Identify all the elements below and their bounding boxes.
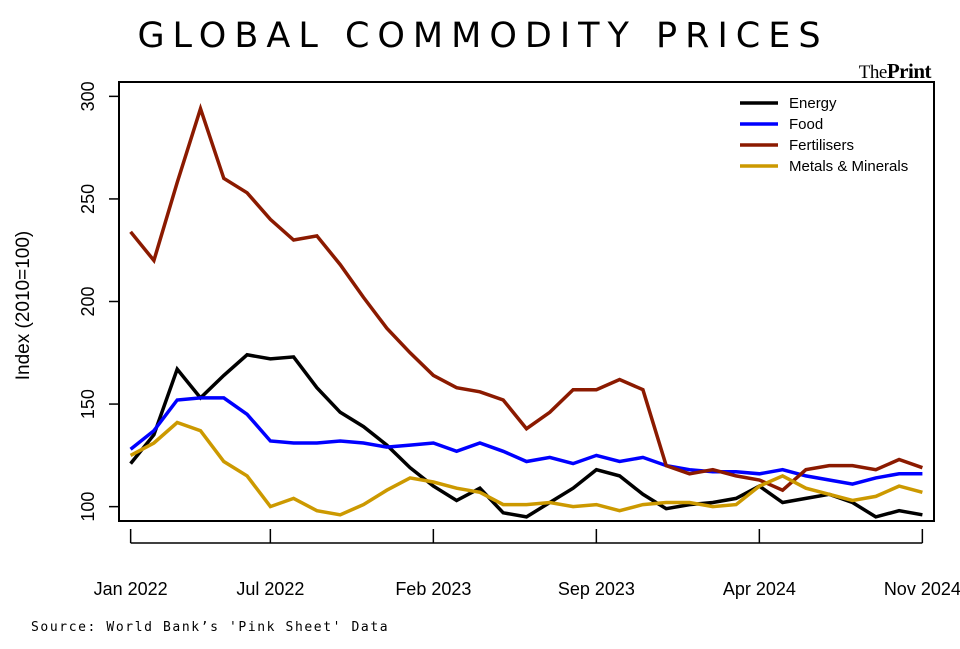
legend-label-fertilisers: Fertilisers xyxy=(789,137,854,154)
x-tick-label: Apr 2024 xyxy=(723,579,796,599)
x-tick-label: Sep 2023 xyxy=(558,579,635,599)
y-axis: 100 150 200 250 300 xyxy=(78,81,119,522)
y-axis-title: Index (2010=100) xyxy=(13,231,34,380)
series-line-food xyxy=(129,396,923,486)
legend: Energy Food Fertilisers Metals & Minerals xyxy=(740,95,908,175)
y-tick-label: 200 xyxy=(78,286,98,316)
y-tick-label: 150 xyxy=(78,389,98,419)
legend-label-energy: Energy xyxy=(789,95,837,112)
y-tick-label: 100 xyxy=(78,492,98,522)
x-tick-label: Jul 2022 xyxy=(236,579,304,599)
y-tick-label: 250 xyxy=(78,184,98,214)
x-tick-label: Feb 2023 xyxy=(395,579,471,599)
x-axis: Jan 2022 Jul 2022 Feb 2023 Sep 2023 Apr 2024… xyxy=(94,529,960,599)
legend-label-food: Food xyxy=(789,116,823,133)
series-layer xyxy=(129,103,923,519)
series-line-energy xyxy=(129,352,923,519)
logo-name: Print xyxy=(886,59,932,83)
theprint-logo: ThePrint xyxy=(858,59,932,84)
y-tick-label: 300 xyxy=(78,81,98,111)
series-line-fertilisers xyxy=(129,103,923,493)
chart-title: GLOBAL COMMODITY PRICES xyxy=(137,16,829,56)
logo-prefix: The xyxy=(858,62,888,83)
x-tick-label: Nov 2024 xyxy=(884,579,960,599)
x-tick-label: Jan 2022 xyxy=(94,579,168,599)
source-note: Source: World Bank’s 'Pink Sheet' Data xyxy=(31,620,390,635)
series-line-metals-minerals xyxy=(129,420,923,517)
legend-label-metals-minerals: Metals & Minerals xyxy=(789,158,908,175)
